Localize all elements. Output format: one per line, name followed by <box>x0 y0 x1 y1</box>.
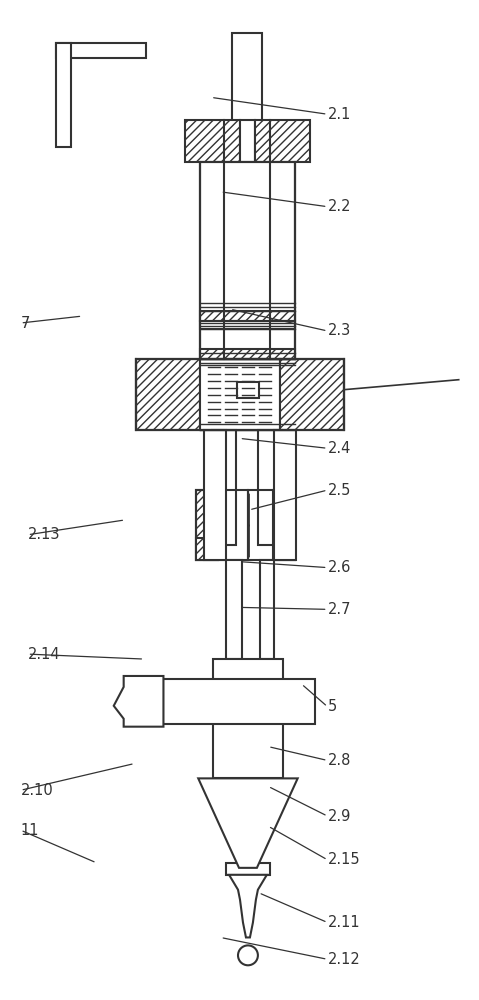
Bar <box>240 120 255 162</box>
Text: 11: 11 <box>21 823 39 838</box>
Bar <box>232 33 262 132</box>
Polygon shape <box>198 778 297 868</box>
Bar <box>200 349 295 359</box>
Bar <box>56 43 71 147</box>
Text: 2.5: 2.5 <box>328 483 351 498</box>
Bar <box>273 490 295 560</box>
Text: 2.10: 2.10 <box>21 783 53 798</box>
Bar <box>200 311 295 321</box>
Text: 2.12: 2.12 <box>328 952 360 967</box>
Bar <box>196 490 218 560</box>
Bar <box>136 359 344 430</box>
Bar <box>212 430 236 545</box>
Bar <box>280 359 344 430</box>
Circle shape <box>238 945 258 965</box>
Bar <box>204 430 226 560</box>
Text: 2.11: 2.11 <box>328 915 360 930</box>
Bar <box>237 382 259 398</box>
Bar <box>56 43 146 58</box>
Bar <box>200 162 295 359</box>
Text: 2.13: 2.13 <box>28 527 60 542</box>
Bar <box>200 321 295 329</box>
Bar <box>274 430 296 560</box>
Bar <box>255 120 309 162</box>
Text: 2.14: 2.14 <box>28 647 60 662</box>
Bar <box>196 490 248 560</box>
Bar <box>226 560 242 659</box>
Text: 2.1: 2.1 <box>328 107 351 122</box>
Text: 5: 5 <box>328 699 337 714</box>
Bar <box>136 359 200 430</box>
Text: 2.9: 2.9 <box>328 809 351 824</box>
Text: 2.7: 2.7 <box>328 602 351 617</box>
Polygon shape <box>114 676 163 727</box>
Bar <box>185 120 240 162</box>
Text: 2.15: 2.15 <box>328 852 360 867</box>
Bar <box>196 538 218 560</box>
Bar <box>200 359 280 430</box>
Text: 2.6: 2.6 <box>328 560 351 575</box>
Text: 7: 7 <box>21 316 30 331</box>
Bar <box>163 679 315 724</box>
Bar <box>200 162 295 359</box>
Bar <box>248 490 295 560</box>
Bar <box>260 560 274 659</box>
Text: 2.8: 2.8 <box>328 753 351 768</box>
Polygon shape <box>229 875 267 937</box>
Bar <box>226 863 270 875</box>
Text: 2.2: 2.2 <box>328 199 351 214</box>
Bar <box>136 359 344 430</box>
Bar <box>258 430 282 545</box>
Text: 2.4: 2.4 <box>328 441 351 456</box>
Text: 2.3: 2.3 <box>328 323 351 338</box>
Bar <box>213 659 283 778</box>
